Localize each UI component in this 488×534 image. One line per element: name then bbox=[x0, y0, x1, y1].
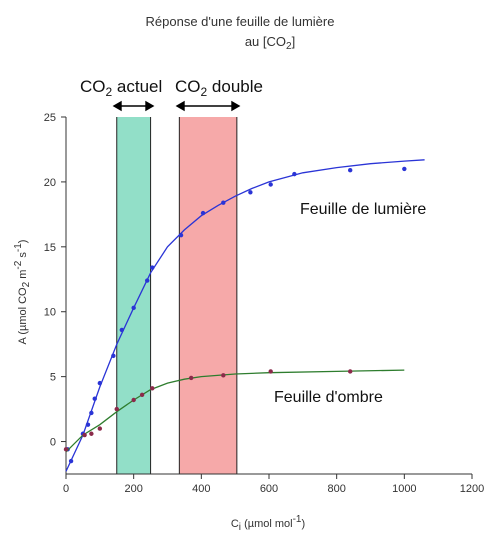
series-line-0 bbox=[65, 159, 425, 472]
data-point-series-1 bbox=[139, 392, 145, 398]
data-point-series-1 bbox=[114, 406, 119, 412]
data-point-series-1 bbox=[82, 432, 87, 438]
x-tick-label: 1000 bbox=[392, 483, 416, 495]
y-tick-label: 0 bbox=[50, 437, 56, 449]
data-point-series-0 bbox=[402, 166, 407, 172]
band-label-current: CO2 actuel bbox=[80, 77, 162, 99]
data-point-series-0 bbox=[150, 265, 155, 270]
data-point-series-1 bbox=[97, 426, 103, 431]
data-point-series-0 bbox=[119, 327, 125, 333]
x-tick-label: 200 bbox=[124, 483, 142, 495]
x-tick-label: 400 bbox=[192, 483, 210, 495]
plot-area: 0 5 10 15 20 25 0 200 400 600 800 1000 1200 bbox=[44, 112, 484, 495]
data-point-series-1 bbox=[63, 447, 69, 452]
band-arrow-double bbox=[175, 100, 241, 112]
y-tick-label: 10 bbox=[44, 307, 56, 319]
y-tick-label: 15 bbox=[44, 242, 56, 254]
data-point-series-0 bbox=[131, 305, 136, 311]
y-tick-label: 5 bbox=[50, 372, 56, 384]
data-point-series-1 bbox=[188, 375, 194, 381]
series-label-shade-leaf: Feuille d'ombre bbox=[274, 389, 383, 406]
data-point-series-0 bbox=[97, 380, 103, 386]
data-point-series-1 bbox=[89, 431, 94, 436]
x-tick-label: 800 bbox=[327, 483, 345, 495]
data-point-series-0 bbox=[268, 182, 273, 187]
data-point-series-1 bbox=[268, 369, 273, 374]
data-point-series-0 bbox=[248, 190, 253, 195]
data-point-series-0 bbox=[292, 171, 297, 177]
band-arrow-current bbox=[112, 100, 155, 112]
data-point-series-1 bbox=[131, 397, 136, 403]
band-label-double: CO2 double bbox=[175, 77, 263, 99]
data-point-series-0 bbox=[68, 458, 74, 464]
chart-title-line2: au [CO2] bbox=[245, 34, 295, 52]
data-point-series-0 bbox=[221, 200, 226, 205]
data-point-series-0 bbox=[145, 278, 150, 283]
data-point-series-1 bbox=[150, 386, 155, 391]
band-double bbox=[179, 117, 237, 474]
x-tick-label: 0 bbox=[63, 483, 69, 495]
y-axis-label: A (µmol CO2 m-2 s-1) bbox=[13, 240, 32, 345]
series-label-light-leaf: Feuille de lumière bbox=[300, 201, 426, 218]
data-point-series-1 bbox=[348, 369, 353, 374]
x-tick-label: 1200 bbox=[460, 483, 484, 495]
x-tick-label: 600 bbox=[260, 483, 278, 495]
y-tick-label: 20 bbox=[44, 177, 56, 189]
chart-title-line1: Réponse d'une feuille de lumière bbox=[146, 14, 335, 29]
data-point-series-0 bbox=[89, 410, 94, 416]
band-current bbox=[116, 117, 151, 474]
data-point-series-1 bbox=[221, 373, 226, 378]
x-axis-label: Ci (µmol mol-1) bbox=[231, 514, 305, 533]
data-point-series-0 bbox=[92, 396, 97, 401]
data-point-series-0 bbox=[178, 232, 184, 238]
data-point-series-0 bbox=[111, 353, 116, 359]
y-tick-label: 25 bbox=[44, 112, 56, 124]
data-point-series-0 bbox=[85, 422, 91, 427]
data-point-series-0 bbox=[200, 210, 206, 216]
data-point-series-0 bbox=[348, 168, 353, 173]
